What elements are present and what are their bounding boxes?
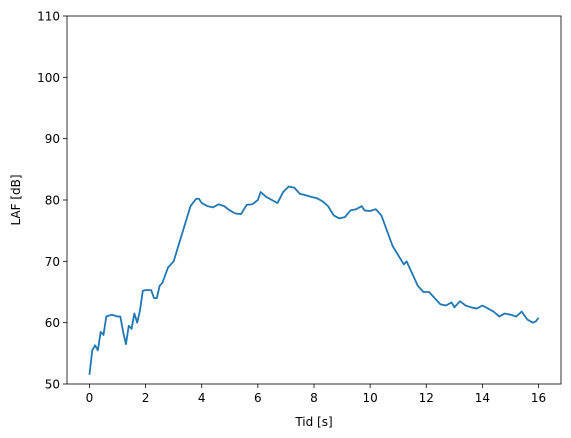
- x-tick-label: 16: [531, 391, 546, 405]
- y-tick-label: 70: [45, 255, 60, 269]
- x-tick-label: 2: [142, 391, 150, 405]
- y-tick-label: 60: [45, 316, 60, 330]
- x-tick-label: 4: [198, 391, 206, 405]
- data-line: [88, 185, 540, 375]
- y-tick-label: 110: [37, 10, 60, 24]
- x-tick-label: 0: [86, 391, 94, 405]
- plot-frame: [66, 15, 562, 385]
- y-axis-label: LAF [dB]: [9, 174, 23, 225]
- x-tick-label: 10: [362, 391, 377, 405]
- x-tick-label: 12: [419, 391, 434, 405]
- x-tick-label: 8: [310, 391, 318, 405]
- y-tick-label: 90: [45, 132, 60, 146]
- x-axis-label: Tid [s]: [294, 415, 332, 429]
- y-tick-label: 100: [37, 71, 60, 85]
- x-tick-label: 14: [475, 391, 490, 405]
- x-tick-label: 6: [254, 391, 262, 405]
- y-tick-label: 50: [45, 378, 60, 392]
- y-tick-label: 80: [45, 194, 60, 208]
